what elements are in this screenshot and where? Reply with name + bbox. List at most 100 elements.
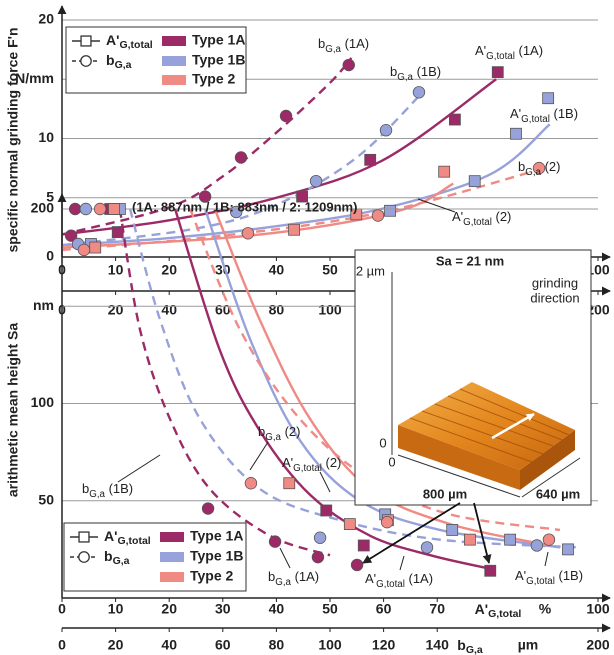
leader: [545, 552, 548, 566]
legend-swatch: [160, 532, 184, 542]
inset-x-size: 800 µm: [423, 486, 467, 501]
square-marker: [365, 154, 376, 165]
annotation: bG,a (1B): [82, 481, 133, 499]
x2-tick-label: 100: [318, 637, 342, 653]
circle-marker: [202, 503, 214, 515]
legend-swatch: [162, 75, 186, 85]
y-axis-title: arithmetic mean height Sa: [5, 323, 21, 497]
square-marker: [112, 227, 123, 238]
circle-marker: [343, 59, 355, 71]
x2-axis-title: bG,a: [457, 637, 483, 655]
annotation: A'G,total (1B): [515, 568, 583, 586]
circle-marker: [310, 175, 322, 187]
square-marker: [108, 204, 119, 215]
circle-marker: [543, 534, 555, 546]
circle-marker: [80, 203, 92, 215]
x-tick-label: 0: [58, 601, 66, 617]
square-marker: [485, 565, 496, 576]
y-tick-label: 200: [31, 200, 55, 216]
figure: 0510N/mm20specific normal grinding force…: [0, 0, 614, 655]
legend-label: Type 1B: [192, 52, 245, 68]
x2-tick-label: 60: [215, 637, 231, 653]
circle-marker: [69, 203, 81, 215]
circle-marker: [81, 56, 91, 66]
leader: [280, 548, 290, 568]
circle-marker: [421, 542, 433, 554]
circle-marker: [351, 559, 363, 571]
x-tick-label: 100: [586, 601, 610, 617]
legend-label: Type 1A: [192, 32, 245, 48]
x2-tick-label: 0: [58, 637, 66, 653]
square-marker: [79, 532, 89, 542]
y-tick-label: 100: [31, 394, 55, 410]
inset-y-size: 640 µm: [536, 486, 580, 501]
circle-marker: [531, 540, 543, 552]
y-tick-label: 20: [38, 11, 54, 27]
circle-marker: [413, 86, 425, 98]
square-marker: [562, 544, 573, 555]
legend-label: Type 1A: [190, 528, 243, 544]
leader: [118, 455, 160, 482]
x2-tick-label: 80: [269, 637, 285, 653]
x-axis-title: A'G,total: [475, 601, 522, 620]
inset-zero: 0: [388, 454, 395, 469]
inset-direction: grinding: [532, 275, 578, 290]
circle-marker: [372, 210, 384, 222]
square-marker: [344, 519, 355, 530]
x-tick-label: 30: [215, 601, 231, 617]
square-marker: [321, 505, 332, 516]
inset-direction: direction: [530, 290, 579, 305]
leader: [250, 442, 268, 470]
leader: [418, 199, 455, 212]
y-tick-label: 0: [46, 248, 54, 264]
x2-tick-label: 140: [426, 637, 450, 653]
square-marker: [358, 540, 369, 551]
x2-tick-label: 40: [161, 302, 177, 318]
circle-marker: [235, 152, 247, 164]
square-marker: [385, 205, 396, 216]
square-marker: [505, 534, 516, 545]
legend-label: Type 2: [192, 71, 236, 87]
square-marker: [510, 128, 521, 139]
x-tick-label: 50: [322, 601, 338, 617]
circle-marker: [94, 203, 106, 215]
x-tick-label: 40: [269, 601, 285, 617]
circle-marker: [380, 124, 392, 136]
square-marker: [289, 224, 300, 235]
circle-marker: [79, 552, 89, 562]
x-tick-label: 70: [429, 601, 445, 617]
x2-tick-label: 100: [318, 302, 342, 318]
legend-label: Type 2: [190, 568, 234, 584]
annotation: (1A: 887nm / 1B: 883nm / 2: 1209nm): [132, 199, 357, 214]
x-tick-label: 60: [376, 601, 392, 617]
page: {"chart_data": [ {"type": "scatter", "yl…: [0, 0, 614, 655]
circle-marker: [269, 536, 281, 548]
legend-swatch: [160, 572, 184, 582]
inset-z-label: 2 µm: [356, 263, 385, 278]
square-marker: [543, 93, 554, 104]
square-marker: [81, 36, 91, 46]
y-tick-label: N/mm: [15, 70, 54, 86]
annotation: bG,a (1A): [268, 569, 319, 587]
y-tick-label: nm: [33, 297, 54, 313]
x-tick-label: 10: [108, 262, 124, 278]
square-marker: [464, 534, 475, 545]
x-tick-label: 10: [108, 601, 124, 617]
x2-tick-label: 120: [372, 637, 396, 653]
x2-tick-label: 60: [215, 302, 231, 318]
x-tick-label: 20: [161, 262, 177, 278]
x2-tick-label: 40: [161, 637, 177, 653]
circle-marker: [78, 244, 90, 256]
y-tick-label: 10: [38, 129, 54, 145]
annotation: bG,a (1A): [318, 36, 369, 54]
x2-tick-label: 20: [108, 302, 124, 318]
legend-label: Type 1B: [190, 548, 243, 564]
inset-zero: 0: [379, 435, 386, 450]
circle-marker: [280, 110, 292, 122]
circle-marker: [314, 532, 326, 544]
annotation: A'G,total (2): [452, 209, 511, 227]
circle-marker: [242, 228, 254, 240]
x-tick-label: 40: [269, 262, 285, 278]
x2-tick-label: 20: [108, 637, 124, 653]
x2-tick-label: 200: [586, 637, 610, 653]
